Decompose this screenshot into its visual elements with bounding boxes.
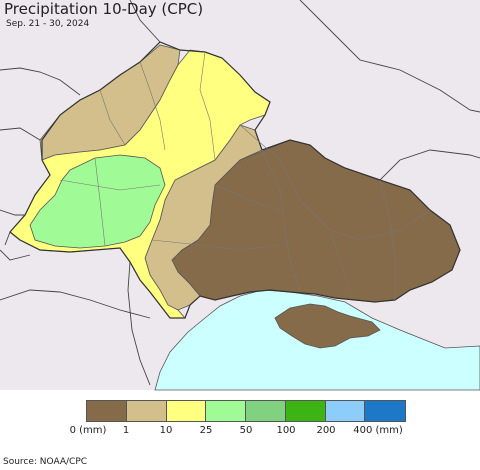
legend-swatch-1: [126, 401, 167, 421]
legend-swatch-3: [206, 401, 246, 421]
crimea: [274, 303, 381, 349]
source-credit: Source: NOAA/CPC: [3, 457, 88, 467]
legend-label-6: 200: [316, 425, 336, 436]
legend-swatch-6: [325, 401, 366, 421]
legend-label-2: 10: [159, 425, 173, 436]
legend-label-1: 1: [122, 425, 130, 436]
legend-label-5: 100: [276, 425, 296, 436]
map-subtitle: Sep. 21 - 30, 2024: [6, 19, 90, 29]
legend-label-0: 0 (mm): [69, 425, 107, 436]
legend-swatch-2: [166, 401, 207, 421]
neighbor-borders: [0, 0, 480, 386]
legend-swatch-7: [365, 401, 405, 421]
region-borders: [59, 51, 431, 300]
legend-swatch-5: [285, 401, 326, 421]
legend-swatch-4: [246, 401, 286, 421]
zone-25-50mm: [29, 154, 166, 249]
legend-bar: [86, 400, 406, 422]
map-title: Precipitation 10-Day (CPC): [4, 0, 204, 18]
legend-swatch-0: [87, 401, 127, 421]
legend-label-4: 50: [239, 425, 253, 436]
legend-label-7: 400 (mm): [353, 425, 403, 436]
legend-label-3: 25: [199, 425, 213, 436]
